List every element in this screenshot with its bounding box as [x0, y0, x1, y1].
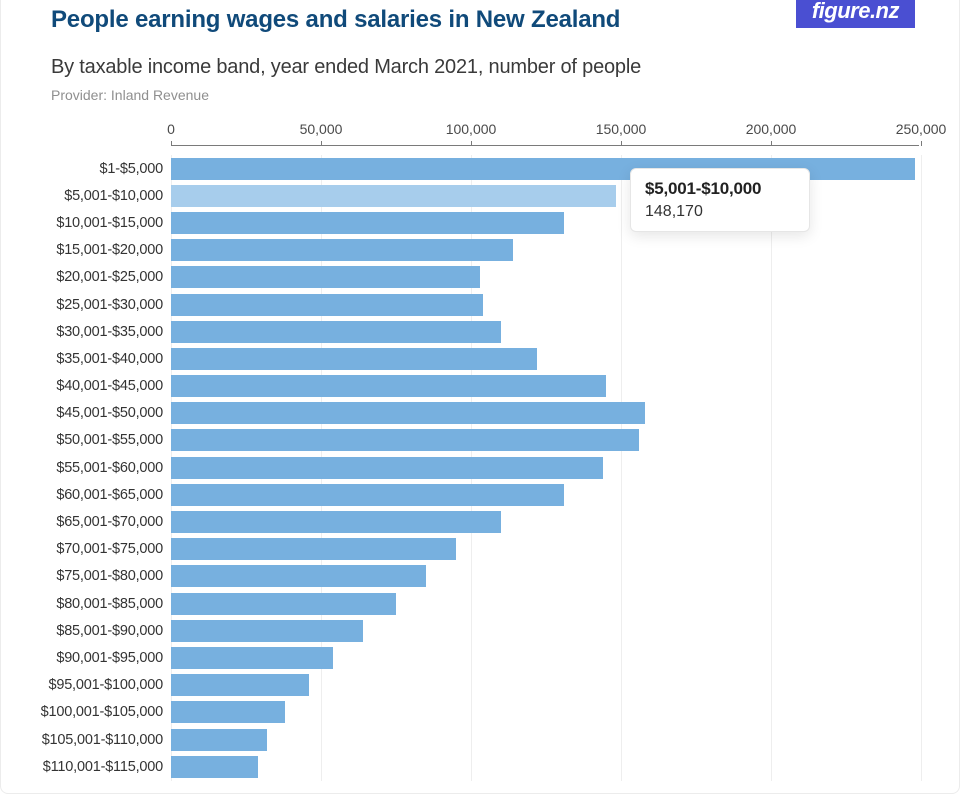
bar[interactable] — [171, 647, 333, 669]
chart-title: People earning wages and salaries in New… — [51, 0, 909, 34]
bar[interactable] — [171, 321, 501, 343]
bar-row[interactable]: $1-$5,000 — [171, 155, 919, 182]
bar-category-label: $75,001-$80,000 — [1, 568, 171, 584]
bar[interactable] — [171, 348, 537, 370]
bar-row[interactable]: $20,001-$25,000 — [171, 264, 919, 291]
bar-row[interactable]: $25,001-$30,000 — [171, 291, 919, 318]
bar-category-label: $110,001-$115,000 — [1, 759, 171, 775]
x-axis-tick-label: 100,000 — [446, 121, 497, 137]
bar[interactable] — [171, 674, 309, 696]
bar-category-label: $85,001-$90,000 — [1, 623, 171, 639]
bar[interactable] — [171, 212, 564, 234]
bar-category-label: $5,001-$10,000 — [1, 188, 171, 204]
bar-row[interactable]: $55,001-$60,000 — [171, 454, 919, 481]
bar-row[interactable]: $90,001-$95,000 — [171, 644, 919, 671]
bar-category-label: $20,001-$25,000 — [1, 269, 171, 285]
bar-row[interactable]: $5,001-$10,000 — [171, 182, 919, 209]
bar-row[interactable]: $30,001-$35,000 — [171, 318, 919, 345]
plot-wrapper: $1-$5,000$5,001-$10,000$10,001-$15,000$1… — [1, 155, 959, 781]
bar-row[interactable]: $75,001-$80,000 — [171, 563, 919, 590]
bar-row[interactable]: $45,001-$50,000 — [171, 400, 919, 427]
bar[interactable] — [171, 729, 267, 751]
x-axis-labels: 050,000100,000150,000200,000250,000 — [171, 121, 919, 143]
bar-category-label: $95,001-$100,000 — [1, 677, 171, 693]
bar[interactable] — [171, 484, 564, 506]
bar-row[interactable]: $110,001-$115,000 — [171, 753, 919, 780]
bar-category-label: $25,001-$30,000 — [1, 297, 171, 313]
x-axis-tick-label: 50,000 — [300, 121, 343, 137]
bar-category-label: $80,001-$85,000 — [1, 596, 171, 612]
bar-category-label: $100,001-$105,000 — [1, 704, 171, 720]
x-axis-tick-mark — [771, 141, 772, 146]
bar-category-label: $15,001-$20,000 — [1, 242, 171, 258]
bar[interactable] — [171, 701, 285, 723]
bar-row[interactable]: $80,001-$85,000 — [171, 590, 919, 617]
plot-area[interactable]: $1-$5,000$5,001-$10,000$10,001-$15,000$1… — [171, 155, 919, 781]
bar-category-label: $10,001-$15,000 — [1, 215, 171, 231]
bar[interactable] — [171, 565, 426, 587]
bar-category-label: $90,001-$95,000 — [1, 650, 171, 666]
x-axis-tick-label: 0 — [167, 121, 175, 137]
bar-row[interactable]: $85,001-$90,000 — [171, 617, 919, 644]
brand-badge-text: figure.nz — [812, 0, 899, 23]
bar-row[interactable]: $10,001-$15,000 — [171, 209, 919, 236]
bar-category-label: $1-$5,000 — [1, 161, 171, 177]
bar-category-label: $105,001-$110,000 — [1, 732, 171, 748]
x-axis-line — [171, 145, 919, 146]
bar-category-label: $40,001-$45,000 — [1, 378, 171, 394]
bar[interactable] — [171, 402, 645, 424]
x-axis-tick-mark — [321, 141, 322, 146]
bar-category-label: $55,001-$60,000 — [1, 460, 171, 476]
gridline — [921, 155, 922, 781]
x-axis-tick-label: 200,000 — [746, 121, 797, 137]
bar[interactable] — [171, 294, 483, 316]
bar[interactable] — [171, 538, 456, 560]
bar-row[interactable]: $50,001-$55,000 — [171, 427, 919, 454]
bar[interactable] — [171, 511, 501, 533]
bar-category-label: $30,001-$35,000 — [1, 324, 171, 340]
bar[interactable] — [171, 593, 396, 615]
bar-row[interactable]: $65,001-$70,000 — [171, 508, 919, 535]
chart-subtitle: By taxable income band, year ended March… — [51, 56, 909, 79]
x-axis-tick-mark — [471, 141, 472, 146]
bar-category-label: $45,001-$50,000 — [1, 405, 171, 421]
bar-category-label: $35,001-$40,000 — [1, 351, 171, 367]
x-axis-tick-label: 150,000 — [596, 121, 647, 137]
bar-row[interactable]: $40,001-$45,000 — [171, 373, 919, 400]
brand-badge: figure.nz — [796, 0, 915, 28]
bar-row[interactable]: $15,001-$20,000 — [171, 237, 919, 264]
bar-row[interactable]: $70,001-$75,000 — [171, 536, 919, 563]
bar-category-label: $50,001-$55,000 — [1, 432, 171, 448]
bar[interactable] — [171, 239, 513, 261]
chart-area: 0 50,000 100,000 150,000 200,000 250,000 — [1, 121, 959, 143]
chart-provider: Provider: Inland Revenue — [51, 87, 909, 103]
bar[interactable] — [171, 429, 639, 451]
bar[interactable] — [171, 756, 258, 778]
bar-row[interactable]: $105,001-$110,000 — [171, 726, 919, 753]
x-axis-tick-mark — [621, 141, 622, 146]
bar[interactable] — [171, 457, 603, 479]
bar-category-label: $70,001-$75,000 — [1, 541, 171, 557]
x-axis-tick-mark — [921, 141, 922, 146]
bar-row[interactable]: $60,001-$65,000 — [171, 481, 919, 508]
x-axis-tick-label: 250,000 — [896, 121, 947, 137]
bar[interactable] — [171, 620, 363, 642]
x-axis-tick-mark — [171, 141, 172, 146]
bar[interactable] — [171, 158, 915, 180]
bar-category-label: $60,001-$65,000 — [1, 487, 171, 503]
bar[interactable] — [171, 185, 616, 207]
bar-category-label: $65,001-$70,000 — [1, 514, 171, 530]
bar[interactable] — [171, 266, 480, 288]
bar[interactable] — [171, 375, 606, 397]
bar-row[interactable]: $100,001-$105,000 — [171, 699, 919, 726]
chart-card: figure.nz People earning wages and salar… — [0, 0, 960, 794]
bar-row[interactable]: $95,001-$100,000 — [171, 672, 919, 699]
bar-row[interactable]: $35,001-$40,000 — [171, 345, 919, 372]
